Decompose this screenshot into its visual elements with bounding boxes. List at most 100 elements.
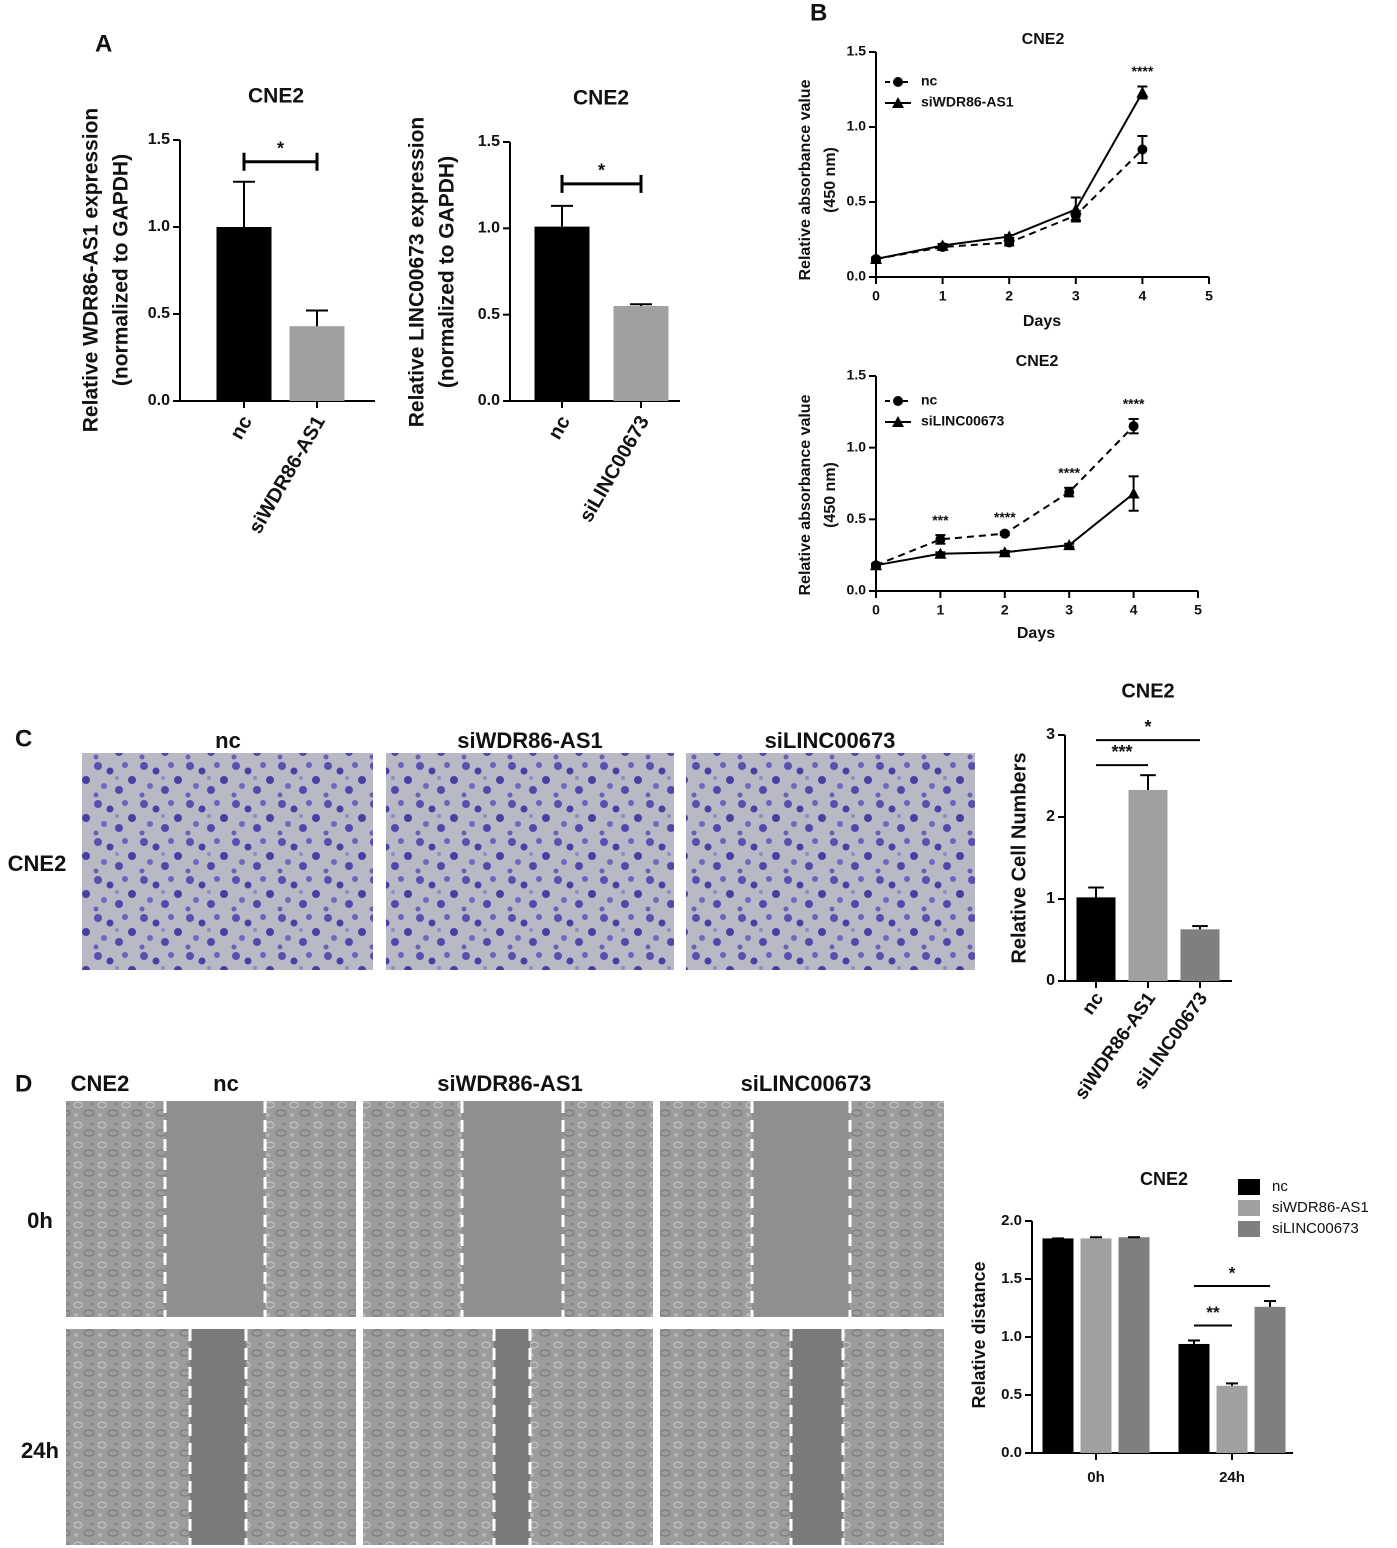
panel-label: B	[810, 0, 827, 26]
bar	[1254, 1306, 1286, 1453]
bar	[1118, 1237, 1150, 1453]
y-axis-label: (normalized to GAPDH)	[110, 154, 133, 386]
legend-marker	[892, 97, 904, 108]
x-tick-label: 2	[1005, 288, 1013, 304]
y-tick-label: 1.0	[847, 438, 867, 454]
y-tick-label: 0.5	[478, 306, 500, 323]
x-tick-label: 24h	[1219, 1469, 1245, 1486]
x-tick-label: 3	[1065, 602, 1073, 618]
marker	[1063, 539, 1076, 551]
y-tick-label: 2	[1046, 808, 1055, 825]
micrograph	[686, 753, 975, 970]
significance-label: ****	[1058, 465, 1080, 481]
y-axis-label: (450 nm)	[822, 147, 839, 213]
y-tick-label: 0.5	[1001, 1386, 1022, 1403]
marker	[935, 534, 946, 545]
y-axis-label: Relative Cell Numbers	[1008, 752, 1030, 963]
legend-marker	[893, 396, 903, 406]
significance-label: ****	[1123, 396, 1145, 412]
x-tick-label: 4	[1139, 288, 1147, 304]
x-tick-label: nc	[226, 412, 257, 443]
y-tick-label: 2.0	[1001, 1212, 1022, 1229]
bar	[1180, 929, 1220, 981]
bar	[1216, 1385, 1248, 1453]
panel-label: A	[95, 30, 112, 57]
marker	[934, 547, 947, 559]
y-tick-label: 0.5	[148, 305, 170, 322]
bar	[613, 306, 669, 401]
y-axis-label: Relative WDR86-AS1 expression	[80, 108, 103, 432]
marker	[1127, 487, 1140, 499]
y-axis-label: Relative distance	[969, 1261, 989, 1408]
micrograph	[386, 753, 674, 970]
marker	[1003, 230, 1016, 242]
x-tick-label: 5	[1205, 288, 1213, 304]
chart-title: CNE2	[248, 85, 304, 108]
marker	[998, 546, 1011, 558]
legend-marker	[893, 77, 903, 87]
legend-swatch	[1238, 1221, 1260, 1237]
y-tick-label: 1.5	[847, 43, 867, 59]
x-tick-label: 0	[872, 602, 880, 618]
legend-label: nc	[921, 392, 938, 408]
marker	[1136, 86, 1149, 98]
legend-label: siWDR86-AS1	[921, 94, 1014, 110]
significance-label: ***	[1111, 742, 1132, 762]
marker	[1064, 487, 1075, 498]
y-tick-label: 0	[1046, 972, 1055, 989]
x-tick-label: 4	[1130, 602, 1138, 618]
chart-title: CNE2	[1022, 31, 1065, 48]
y-tick-label: 1.5	[148, 131, 170, 148]
x-tick-label: 3	[1072, 288, 1080, 304]
significance-label: *	[277, 139, 284, 159]
legend-label: siLINC00673	[921, 413, 1004, 429]
chart-title: CNE2	[573, 87, 629, 110]
x-axis-label: Days	[1017, 625, 1055, 642]
y-tick-label: 0.0	[148, 392, 170, 409]
significance-label: **	[1206, 1303, 1220, 1322]
column-label: siLINC00673	[765, 728, 896, 753]
legend-label: siWDR86-AS1	[1272, 1199, 1369, 1216]
column-label: nc	[213, 1071, 239, 1096]
x-tick-label: 0h	[1087, 1469, 1105, 1486]
bar	[289, 326, 345, 401]
x-tick-label: nc	[544, 412, 575, 443]
y-tick-label: 3	[1046, 726, 1055, 743]
y-tick-label: 1	[1046, 890, 1055, 907]
bar	[1128, 789, 1168, 981]
micrograph	[82, 753, 373, 970]
y-tick-label: 0.0	[1001, 1444, 1022, 1461]
y-tick-label: 0.5	[847, 193, 867, 209]
y-tick-label: 1.0	[847, 118, 867, 134]
significance-label: *	[598, 161, 605, 181]
bar	[1178, 1343, 1210, 1453]
x-tick-label: 5	[1194, 602, 1202, 618]
marker	[999, 528, 1010, 539]
x-tick-label: 0	[872, 288, 880, 304]
y-tick-label: 1.5	[1001, 1270, 1022, 1287]
y-axis-label: Relative LINC00673 expression	[406, 117, 429, 428]
panel-label: C	[15, 725, 32, 752]
marker	[936, 239, 949, 251]
y-tick-label: 0.0	[847, 582, 867, 598]
legend-label: siLINC00673	[1272, 1220, 1359, 1237]
x-tick-label: 2	[1001, 602, 1009, 618]
scratch-images	[66, 1101, 944, 1545]
bar	[1076, 897, 1116, 981]
y-axis-label: Relative absorbance value	[797, 79, 814, 280]
y-axis-label: Relative absorbance value	[797, 394, 814, 595]
legend-label: nc	[921, 73, 938, 89]
significance-label: ****	[1132, 63, 1154, 79]
bar	[1042, 1238, 1074, 1453]
y-tick-label: 0.0	[478, 392, 500, 409]
bar	[534, 226, 590, 401]
chart-title: CNE2	[1121, 680, 1174, 702]
row-label: 0h	[27, 1208, 53, 1233]
x-tick-label: 1	[937, 602, 945, 618]
x-tick-label: 1	[939, 288, 947, 304]
significance-label: ***	[932, 512, 949, 528]
corner-label: CNE2	[71, 1071, 130, 1096]
legend-swatch	[1238, 1179, 1260, 1195]
bar	[1080, 1238, 1112, 1453]
y-axis-label: (450 nm)	[822, 462, 839, 528]
